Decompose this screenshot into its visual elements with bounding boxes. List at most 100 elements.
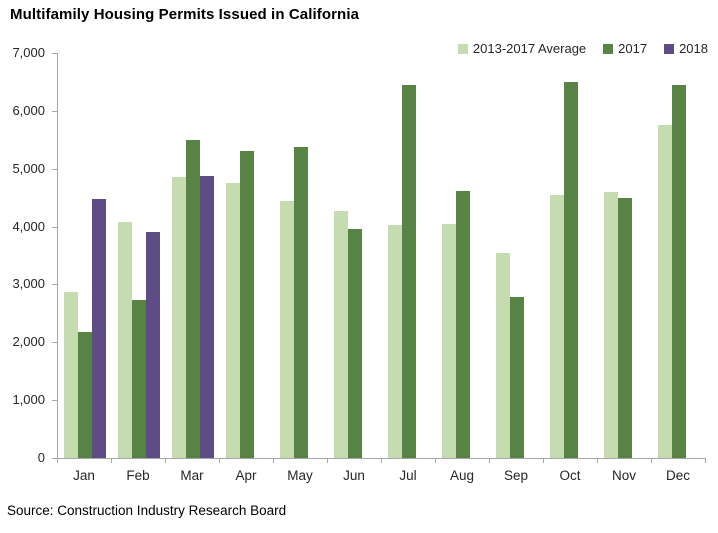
bar-group-apr xyxy=(220,53,274,458)
x-tick-mark xyxy=(327,459,328,463)
bar-group-sep xyxy=(490,53,544,458)
bar-2017-may xyxy=(294,146,308,458)
legend-label: 2017 xyxy=(618,41,648,56)
x-tick-label-jan: Jan xyxy=(73,468,95,483)
bar-2018-jan xyxy=(92,198,106,458)
source-text: Source: Construction Industry Research B… xyxy=(7,503,287,518)
bar-slot xyxy=(240,150,254,458)
bar-slot xyxy=(64,292,78,458)
bar-2013-2017-average-nov xyxy=(604,192,618,458)
bar-group-may xyxy=(274,53,328,458)
x-tick-label-sep: Sep xyxy=(503,468,529,483)
legend-swatch-icon xyxy=(457,43,468,54)
bar-2018-mar xyxy=(200,175,214,458)
bar-2017-jul xyxy=(402,85,416,458)
y-tick-mark xyxy=(52,342,57,344)
x-tick-mark xyxy=(651,459,652,463)
bar-slot xyxy=(456,190,470,458)
legend: 2013-2017 Average 2017 2018 xyxy=(457,41,708,56)
bar-slot xyxy=(658,125,672,458)
bar-2017-mar xyxy=(186,139,200,458)
x-tick-label-jun: Jun xyxy=(343,468,365,483)
bar-group-nov xyxy=(598,53,652,458)
x-tick-mark xyxy=(705,459,706,463)
chart-title: Multifamily Housing Permits Issued in Ca… xyxy=(10,6,360,23)
bar-groups xyxy=(58,53,706,458)
bar-group-dec xyxy=(652,53,706,458)
x-tick-mark xyxy=(597,459,598,463)
x-tick-label-apr: Apr xyxy=(235,468,257,483)
bar-slot xyxy=(146,231,160,458)
y-tick-label: 1,000 xyxy=(12,392,45,408)
bar-slot xyxy=(118,221,132,458)
legend-swatch-icon xyxy=(664,43,675,54)
y-tick-mark xyxy=(52,168,57,170)
x-axis-ticks xyxy=(57,459,706,464)
legend-item-3: 2018 xyxy=(664,41,708,56)
bar-2013-2017-average-mar xyxy=(172,176,186,458)
bar-slot xyxy=(172,176,186,458)
y-tick-label: 4,000 xyxy=(12,218,45,234)
y-tick-mark xyxy=(52,400,57,402)
x-tick-label-dec: Dec xyxy=(665,468,690,483)
bar-2017-apr xyxy=(240,150,254,458)
bar-slot xyxy=(92,198,106,458)
bar-group-jan xyxy=(58,53,112,458)
bar-2017-sep xyxy=(510,297,524,458)
legend-swatch-icon xyxy=(603,43,614,54)
bar-slot xyxy=(604,192,618,458)
bar-2013-2017-average-sep xyxy=(496,252,510,458)
y-tick-label: 3,000 xyxy=(12,276,45,292)
y-tick-label: 2,000 xyxy=(12,334,45,350)
bar-2017-dec xyxy=(672,84,686,458)
bar-2013-2017-average-jul xyxy=(388,225,402,458)
bar-2017-nov xyxy=(618,197,632,458)
bar-slot xyxy=(388,225,402,458)
bar-2013-2017-average-oct xyxy=(550,195,564,458)
x-tick-label-mar: Mar xyxy=(180,468,204,483)
bar-group-jun xyxy=(328,53,382,458)
bar-slot xyxy=(348,228,362,458)
y-tick-mark xyxy=(52,226,57,228)
bar-2013-2017-average-aug xyxy=(442,224,456,458)
bar-slot xyxy=(550,195,564,458)
bar-slot xyxy=(280,201,294,458)
y-tick-mark xyxy=(52,284,57,286)
bar-slot xyxy=(402,85,416,458)
y-tick-mark xyxy=(52,53,57,54)
y-tick-label: 5,000 xyxy=(12,160,45,176)
y-tick-label: 6,000 xyxy=(12,102,45,118)
x-tick-mark xyxy=(435,459,436,463)
bar-slot xyxy=(618,197,632,458)
bar-2013-2017-average-may xyxy=(280,201,294,458)
x-tick-label-jul: Jul xyxy=(399,468,417,483)
x-tick-mark xyxy=(165,459,166,463)
bar-2013-2017-average-jan xyxy=(64,292,78,458)
bar-group-jul xyxy=(382,53,436,458)
bar-slot xyxy=(442,224,456,458)
bar-slot xyxy=(510,297,524,458)
bar-slot xyxy=(496,252,510,458)
x-tick-mark xyxy=(489,459,490,463)
bar-group-mar xyxy=(166,53,220,458)
bar-slot xyxy=(334,211,348,458)
plot-area xyxy=(57,53,706,459)
bar-2017-jun xyxy=(348,228,362,458)
bar-2017-jan xyxy=(78,331,92,458)
bar-group-aug xyxy=(436,53,490,458)
legend-item-2: 2017 xyxy=(603,41,647,56)
y-tick-label: 0 xyxy=(37,450,45,465)
bar-group-oct xyxy=(544,53,598,458)
x-tick-mark xyxy=(219,459,220,463)
legend-label: 2013-2017 Average xyxy=(472,41,587,56)
bar-2018-feb xyxy=(146,231,160,458)
bar-2013-2017-average-apr xyxy=(226,182,240,458)
bar-slot xyxy=(294,146,308,458)
x-axis-labels: Jan Feb Mar Apr May Jun Jul Aug Sep Oct Nov Dec xyxy=(57,468,705,483)
x-tick-mark xyxy=(273,459,274,463)
bar-2017-feb xyxy=(132,299,146,458)
x-tick-label-may: May xyxy=(287,468,313,483)
bar-slot xyxy=(672,84,686,458)
bar-group-feb xyxy=(112,53,166,458)
